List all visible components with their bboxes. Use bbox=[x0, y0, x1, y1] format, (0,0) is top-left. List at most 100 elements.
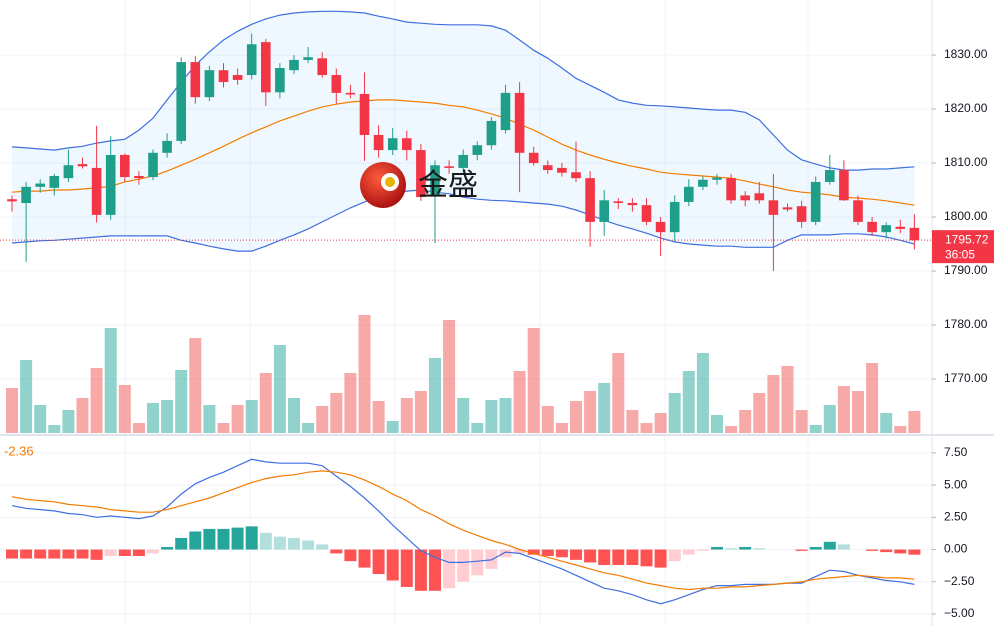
candle-body bbox=[557, 167, 567, 173]
volume-bar bbox=[414, 391, 427, 433]
volume-bar bbox=[231, 405, 244, 433]
volume-bar bbox=[668, 393, 681, 433]
candle-body bbox=[669, 201, 680, 233]
histogram-bar bbox=[696, 549, 709, 551]
histogram-bar bbox=[880, 549, 893, 553]
volume-bar bbox=[866, 363, 879, 433]
y-tick-label: −5.00 bbox=[944, 606, 975, 620]
histogram-bar bbox=[400, 549, 413, 587]
candle-body bbox=[895, 226, 906, 229]
histogram-bar bbox=[499, 549, 512, 558]
histogram-bar bbox=[203, 528, 216, 550]
y-tick-label: 1770.00 bbox=[944, 371, 988, 385]
histogram-bar bbox=[471, 549, 484, 576]
y-tick-label: 1830.00 bbox=[944, 47, 988, 61]
volume-bar bbox=[485, 400, 498, 433]
histogram-bar bbox=[753, 548, 766, 550]
candle-body bbox=[35, 183, 45, 187]
volume-bar bbox=[626, 410, 639, 433]
candle-body bbox=[486, 120, 497, 146]
y-tick-label: 1810.00 bbox=[944, 155, 988, 169]
histogram-bar bbox=[414, 549, 427, 591]
histogram-bar bbox=[118, 549, 131, 556]
volume-bar bbox=[118, 385, 131, 433]
histogram-bar bbox=[358, 549, 371, 568]
candle-body bbox=[684, 186, 694, 202]
vertical-grid bbox=[124, 0, 809, 626]
histogram-bar bbox=[837, 544, 850, 550]
histogram-bar bbox=[584, 549, 597, 563]
y-tick-label: −2.50 bbox=[944, 574, 975, 588]
candle-body bbox=[91, 167, 102, 215]
volume-bar bbox=[471, 423, 484, 433]
volume-bar bbox=[344, 373, 357, 433]
y-tick-label: 2.50 bbox=[944, 509, 968, 523]
volume-bar bbox=[76, 398, 89, 433]
volume-bar bbox=[908, 411, 921, 433]
candle-body bbox=[373, 134, 384, 151]
volume-bar bbox=[654, 413, 667, 433]
candle-body bbox=[134, 176, 144, 179]
volume-bar bbox=[443, 320, 456, 433]
histogram-bar bbox=[513, 549, 526, 554]
volume-bar bbox=[175, 370, 188, 433]
volume-bar bbox=[809, 425, 822, 433]
candle-body bbox=[881, 225, 891, 233]
candle-body bbox=[162, 140, 172, 153]
histogram-bar bbox=[344, 549, 357, 562]
volume-bar bbox=[555, 423, 568, 433]
candle-body bbox=[627, 203, 638, 206]
histogram-bar bbox=[555, 549, 568, 558]
volume-bar bbox=[457, 398, 470, 433]
histogram-bar bbox=[259, 532, 272, 550]
candle-body bbox=[416, 150, 426, 198]
candle-body bbox=[839, 170, 849, 201]
candle-body bbox=[768, 200, 779, 215]
candle-body bbox=[345, 92, 356, 95]
histogram-bar bbox=[147, 549, 159, 554]
volume-bar bbox=[513, 371, 526, 433]
candle-body bbox=[63, 165, 74, 179]
histogram-bar bbox=[682, 549, 695, 555]
candle-body bbox=[726, 178, 736, 201]
volume-bar bbox=[725, 426, 738, 433]
candle-body bbox=[232, 75, 243, 80]
volume-bar bbox=[612, 353, 625, 433]
candle-body bbox=[275, 68, 285, 93]
candle-body bbox=[754, 193, 765, 201]
volume-bar bbox=[34, 405, 47, 433]
histogram-bar bbox=[570, 549, 582, 560]
volume-bar bbox=[767, 375, 780, 433]
volume-bar bbox=[147, 403, 159, 433]
volume-bar bbox=[739, 410, 752, 433]
volume-bar bbox=[753, 393, 766, 433]
candle-body bbox=[543, 165, 553, 171]
candle-body bbox=[585, 178, 595, 222]
y-tick-label: 1780.00 bbox=[944, 317, 988, 331]
histogram-bar bbox=[866, 549, 879, 551]
candle-body bbox=[7, 199, 17, 202]
histogram-bar bbox=[175, 537, 188, 550]
volume-bar bbox=[852, 391, 864, 433]
candle-body bbox=[190, 62, 201, 98]
volume-bar bbox=[696, 353, 709, 433]
volume-bar bbox=[837, 386, 850, 433]
histogram-bar bbox=[48, 549, 61, 559]
histogram-bar bbox=[132, 549, 145, 556]
volume-bar bbox=[288, 398, 300, 433]
candle-body bbox=[317, 58, 327, 76]
candle-body bbox=[810, 181, 821, 222]
candle-body bbox=[331, 75, 342, 93]
candle-body bbox=[148, 152, 158, 178]
candle-body bbox=[867, 221, 877, 233]
candle-body bbox=[655, 221, 666, 233]
volume-bar bbox=[358, 315, 371, 433]
volume-bar bbox=[880, 413, 893, 433]
candle-body bbox=[359, 93, 370, 135]
histogram-bar bbox=[668, 549, 681, 562]
candle-body bbox=[218, 70, 229, 83]
volume-bar bbox=[203, 405, 216, 433]
volume-bar bbox=[372, 401, 385, 433]
histogram-bar bbox=[330, 549, 343, 554]
